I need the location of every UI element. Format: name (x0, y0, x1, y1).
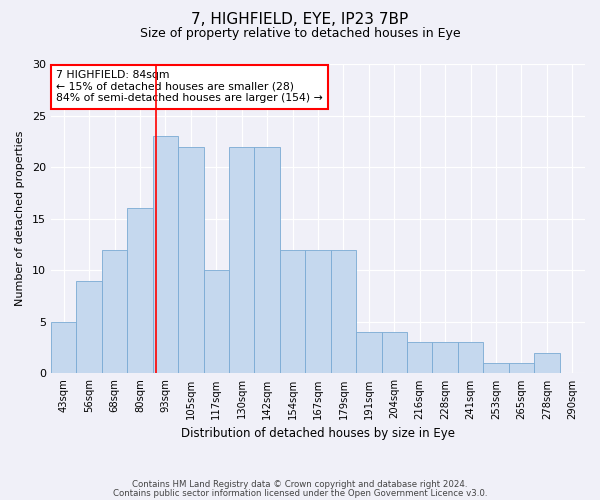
Bar (203, 270, 229, 374)
Bar (305, 250, 331, 374)
Text: Contains HM Land Registry data © Crown copyright and database right 2024.: Contains HM Land Registry data © Crown c… (132, 480, 468, 489)
Bar (382, 332, 407, 374)
Bar (51, 322, 76, 374)
Bar (331, 250, 356, 374)
Text: Size of property relative to detached houses in Eye: Size of property relative to detached ho… (140, 28, 460, 40)
Bar (76, 280, 102, 374)
Bar (178, 146, 203, 374)
Bar (509, 363, 534, 374)
Bar (152, 136, 178, 374)
Bar (254, 146, 280, 374)
Bar (102, 250, 127, 374)
Bar (127, 208, 152, 374)
Bar (534, 353, 560, 374)
Bar (458, 342, 483, 374)
Bar (280, 250, 305, 374)
Text: 7 HIGHFIELD: 84sqm
← 15% of detached houses are smaller (28)
84% of semi-detache: 7 HIGHFIELD: 84sqm ← 15% of detached hou… (56, 70, 323, 103)
Bar (407, 342, 433, 374)
Bar (433, 342, 458, 374)
X-axis label: Distribution of detached houses by size in Eye: Distribution of detached houses by size … (181, 427, 455, 440)
Y-axis label: Number of detached properties: Number of detached properties (15, 131, 25, 306)
Text: 7, HIGHFIELD, EYE, IP23 7BP: 7, HIGHFIELD, EYE, IP23 7BP (191, 12, 409, 28)
Text: Contains public sector information licensed under the Open Government Licence v3: Contains public sector information licen… (113, 489, 487, 498)
Bar (356, 332, 382, 374)
Bar (229, 146, 254, 374)
Bar (483, 363, 509, 374)
